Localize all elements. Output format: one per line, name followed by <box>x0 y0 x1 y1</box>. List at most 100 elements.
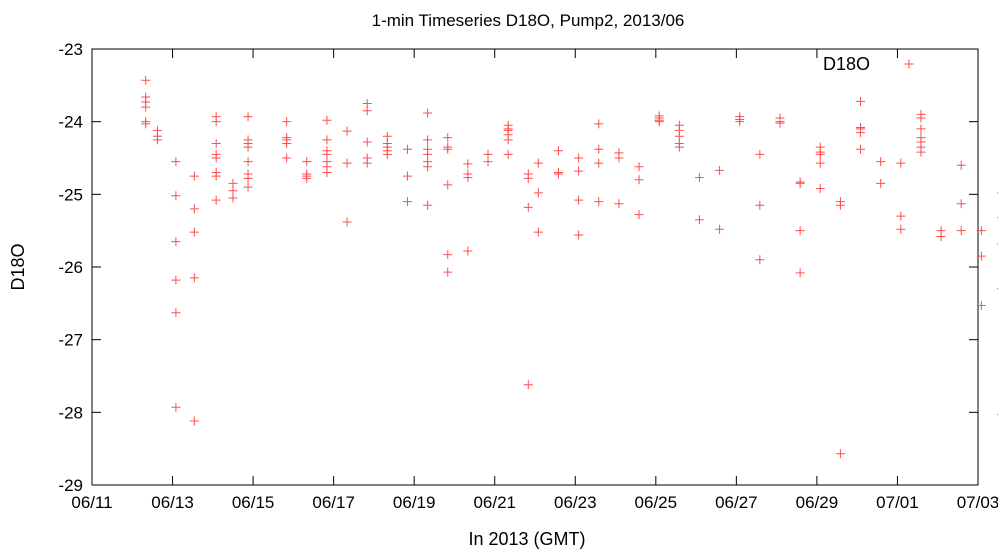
data-point <box>243 112 253 122</box>
data-point <box>152 135 162 145</box>
data-point <box>574 153 584 163</box>
x-tick-label: 06/23 <box>554 493 597 512</box>
data-point <box>483 157 493 167</box>
data-point <box>574 230 584 240</box>
data-point <box>362 137 372 147</box>
data-point <box>211 171 221 181</box>
data-point <box>956 199 966 209</box>
x-tick-label: 06/27 <box>715 493 758 512</box>
data-point <box>795 226 805 236</box>
data-point <box>362 158 372 168</box>
data-point <box>835 449 845 459</box>
data-point <box>443 133 453 143</box>
data-point <box>322 115 332 125</box>
y-tick-label: -23 <box>58 40 83 59</box>
data-point <box>382 149 392 159</box>
data-point <box>171 237 181 247</box>
data-point <box>342 158 352 168</box>
data-point <box>976 301 986 311</box>
data-point <box>211 153 221 163</box>
data-point <box>211 138 221 148</box>
x-axis: 06/11 06/13 06/15 06/17 06/19 06/21 06/23 06/25… <box>71 49 998 512</box>
data-point <box>302 157 312 167</box>
data-point <box>523 173 533 183</box>
data-point <box>715 165 725 175</box>
data-point <box>956 226 966 236</box>
data-point <box>976 226 986 236</box>
data-point <box>171 402 181 412</box>
data-point <box>594 119 604 129</box>
data-point <box>815 149 825 159</box>
x-axis-title: In 2013 (GMT) <box>468 529 585 549</box>
data-point <box>594 158 604 168</box>
data-point <box>141 119 151 129</box>
x-tick-label: 07/01 <box>876 493 919 512</box>
data-point <box>614 153 624 163</box>
data-point <box>574 195 584 205</box>
data-point <box>936 231 946 241</box>
data-point <box>594 144 604 154</box>
data-point <box>755 149 765 159</box>
data-point <box>755 200 765 210</box>
y-axis: -29 -28 -27 -26 -25 -24 -23 <box>58 40 978 495</box>
data-point <box>443 144 453 154</box>
data-point <box>342 217 352 227</box>
data-point <box>614 199 624 209</box>
data-point <box>896 224 906 234</box>
data-point <box>735 117 745 127</box>
data-point <box>533 158 543 168</box>
data-point <box>463 159 473 169</box>
data-point <box>876 157 886 167</box>
data-point <box>302 173 312 183</box>
x-tick-label: 07/03 <box>957 493 998 512</box>
data-points <box>141 75 998 459</box>
x-tick-label: 06/21 <box>473 493 516 512</box>
data-point <box>189 204 199 214</box>
data-point <box>715 224 725 234</box>
data-point <box>141 75 151 85</box>
y-tick-label: -25 <box>58 185 83 204</box>
data-point <box>282 117 292 127</box>
data-point <box>463 173 473 183</box>
data-point <box>533 227 543 237</box>
data-point <box>189 171 199 181</box>
data-point <box>463 246 473 256</box>
y-tick-label: -29 <box>58 476 83 495</box>
y-axis-title: D18O <box>8 243 28 290</box>
data-point <box>423 108 433 118</box>
data-point <box>634 175 644 185</box>
data-point <box>189 416 199 426</box>
data-point <box>856 128 866 138</box>
data-point <box>856 96 866 106</box>
data-point <box>916 147 926 157</box>
data-point <box>523 202 533 212</box>
x-tick-label: 06/25 <box>635 493 678 512</box>
data-point <box>211 195 221 205</box>
data-point <box>282 138 292 148</box>
data-point <box>674 142 684 152</box>
data-point <box>171 275 181 285</box>
data-point <box>402 171 412 181</box>
data-point <box>956 160 966 170</box>
data-point <box>402 197 412 207</box>
legend: D18O <box>823 54 914 74</box>
data-point <box>228 193 238 203</box>
data-point <box>523 380 533 390</box>
data-point <box>423 200 433 210</box>
data-point <box>443 250 453 260</box>
data-point <box>189 227 199 237</box>
data-point <box>503 149 513 159</box>
data-point <box>553 146 563 156</box>
x-tick-label: 06/17 <box>312 493 355 512</box>
x-tick-label: 06/19 <box>393 493 436 512</box>
x-tick-label: 06/11 <box>71 493 112 512</box>
data-point <box>423 162 433 172</box>
data-point <box>443 180 453 190</box>
legend-label: D18O <box>823 54 870 74</box>
data-point <box>533 188 543 198</box>
data-point <box>171 308 181 318</box>
chart-title: 1-min Timeseries D18O, Pump2, 2013/06 <box>372 11 685 30</box>
data-point <box>342 126 352 136</box>
data-point <box>694 173 704 183</box>
